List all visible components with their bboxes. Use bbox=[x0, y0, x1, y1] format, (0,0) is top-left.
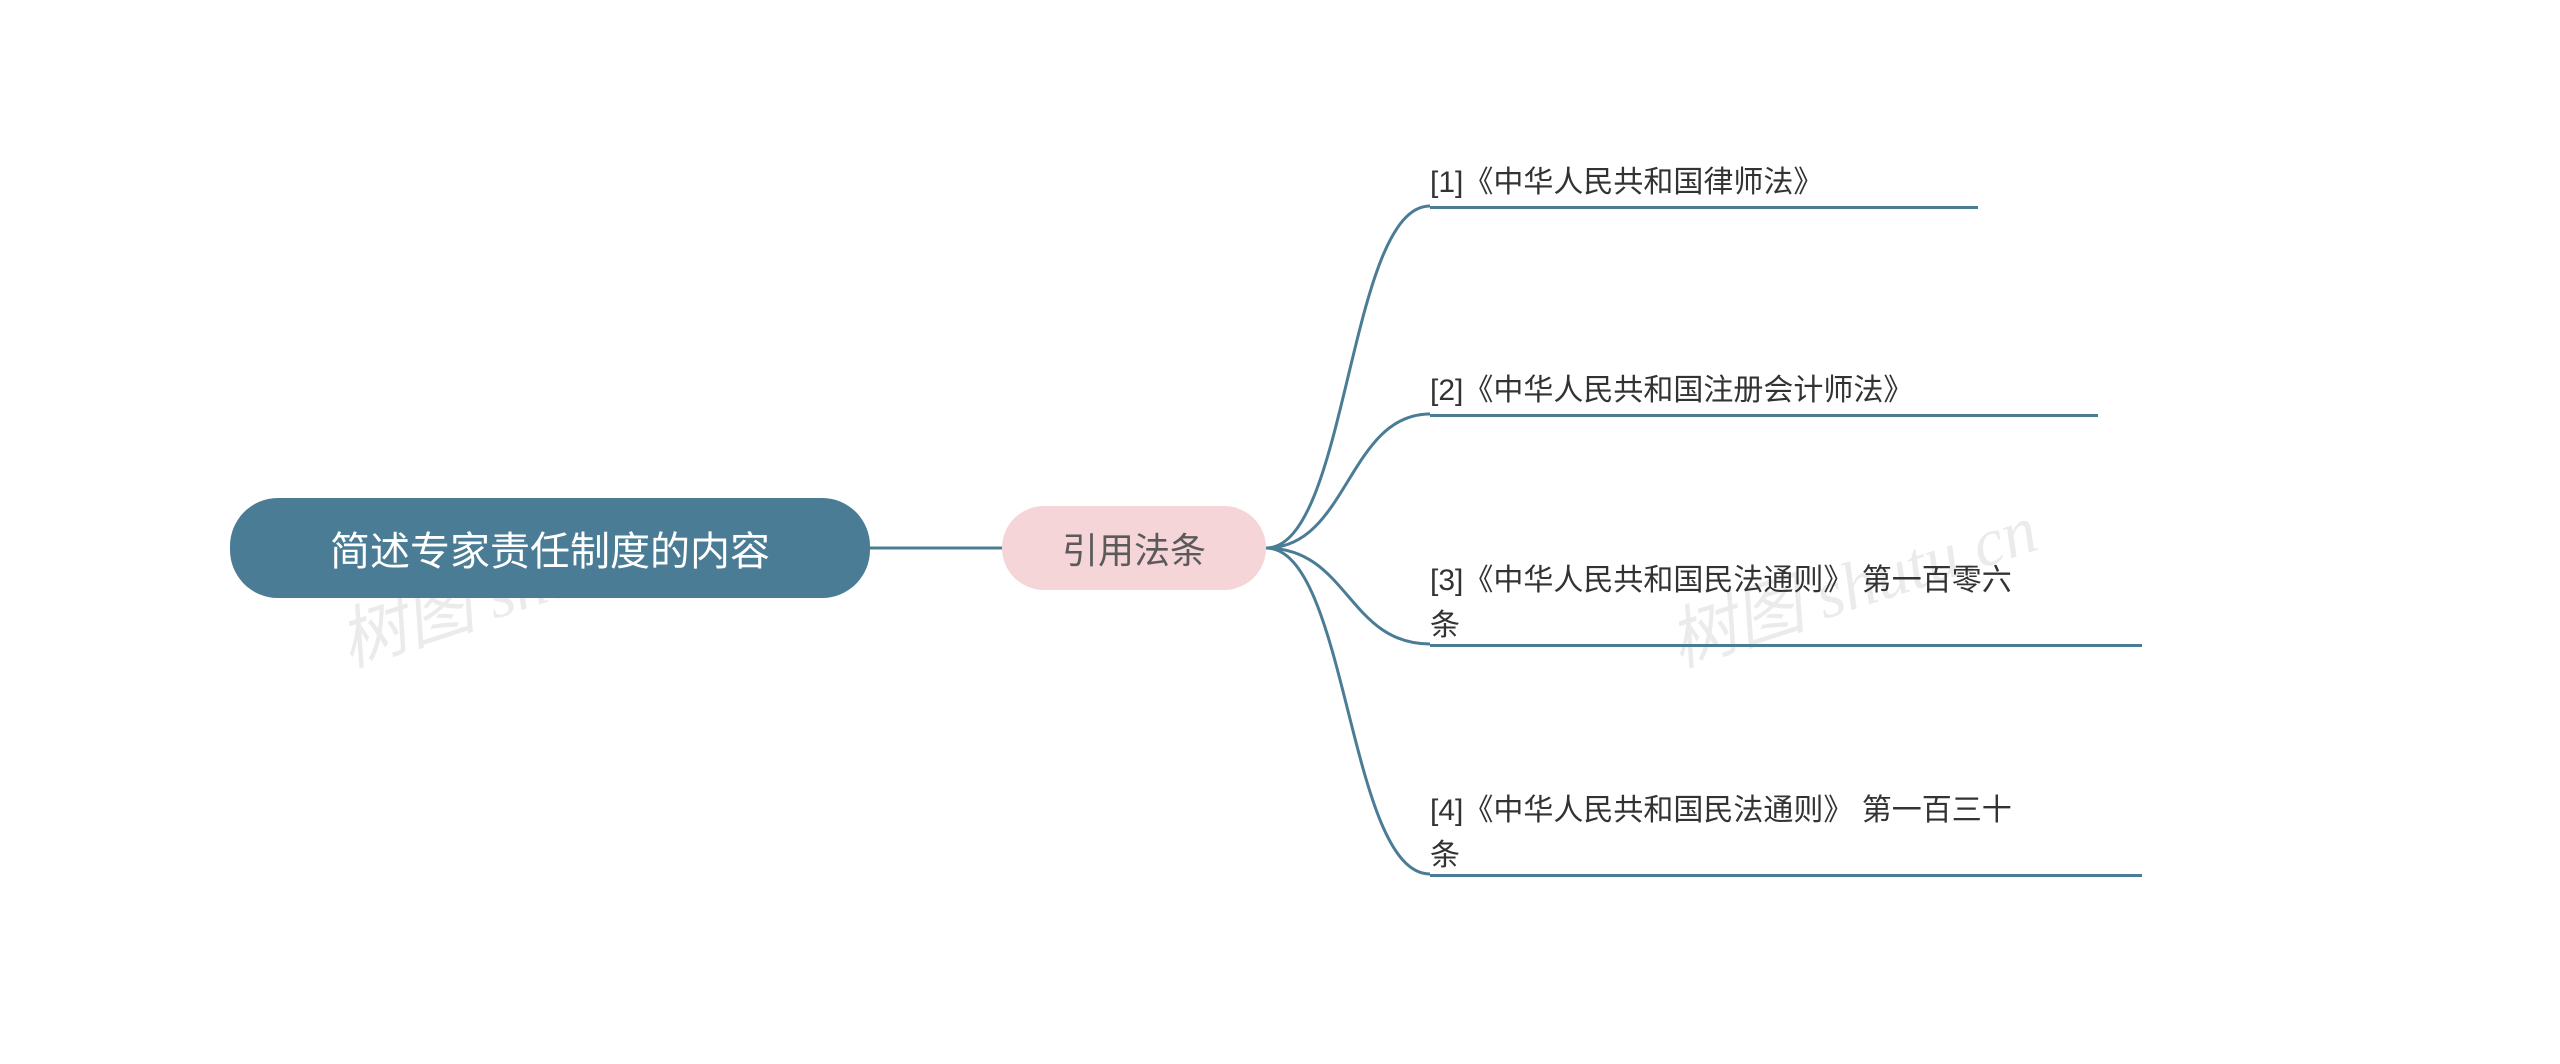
leaf-label-2-line1: [3]《中华人民共和国民法通则》 第一百零六 bbox=[1430, 564, 2012, 597]
leaf-label-3-line2: 条 bbox=[1430, 839, 1460, 872]
sub-node: 引用法条 bbox=[1002, 506, 1266, 590]
leaf-node-1: [2]《中华人民共和国注册会计师法》 bbox=[1430, 368, 2098, 413]
root-node: 简述专家责任制度的内容 bbox=[230, 498, 870, 598]
leaf-underline-3 bbox=[1430, 874, 2142, 877]
leaf-label-1: [2]《中华人民共和国注册会计师法》 bbox=[1430, 374, 1913, 407]
leaf-label-3-line1: [4]《中华人民共和国民法通则》 第一百三十 bbox=[1430, 794, 2012, 827]
root-label: 简述专家责任制度的内容 bbox=[330, 519, 770, 577]
mindmap-canvas: 树图 shutu.cn 树图 shutu.cn 简述专家责任制度的内容 引用法条… bbox=[0, 0, 2560, 1064]
sub-label: 引用法条 bbox=[1062, 522, 1206, 574]
leaf-underline-1 bbox=[1430, 414, 2098, 417]
leaf-underline-2 bbox=[1430, 644, 2142, 647]
leaf-node-3: [4]《中华人民共和国民法通则》 第一百三十 条 bbox=[1430, 788, 2142, 878]
leaf-underline-0 bbox=[1430, 206, 1978, 209]
leaf-label-0: [1]《中华人民共和国律师法》 bbox=[1430, 166, 1823, 199]
leaf-label-2-line2: 条 bbox=[1430, 609, 1460, 642]
leaf-node-2: [3]《中华人民共和国民法通则》 第一百零六 条 bbox=[1430, 558, 2142, 648]
leaf-node-0: [1]《中华人民共和国律师法》 bbox=[1430, 160, 1978, 205]
